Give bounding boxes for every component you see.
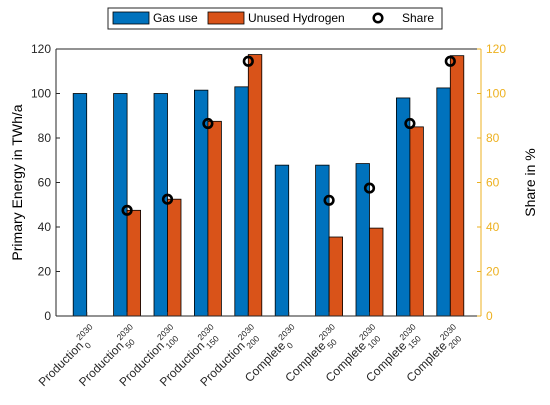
legend-swatch-unused-hydrogen (207, 11, 245, 25)
x-tick-label-superscript: 2030 (276, 322, 297, 343)
bar-gas-use (355, 163, 370, 317)
share-marker (444, 55, 456, 67)
x-tick-label-subscript: 0 (285, 340, 296, 351)
bar-unused-hydrogen (167, 198, 182, 317)
share-marker (161, 193, 174, 205)
y2-tick-label: 60 (486, 176, 500, 190)
share-marker (121, 204, 133, 216)
bars-layer (72, 54, 465, 317)
bar-gas-use (194, 89, 209, 317)
y2-axis-title: Share in % (522, 148, 538, 216)
share-marker (242, 55, 254, 67)
share-marker (404, 117, 416, 130)
legend-label-share: Share (402, 11, 434, 25)
legend: Gas use Unused Hydrogen Share (107, 7, 443, 30)
y2-tick-label: 0 (486, 309, 493, 323)
legend-label-gas-use: Gas use (153, 11, 198, 25)
bar-unused-hydrogen (247, 54, 263, 317)
bar-unused-hydrogen (328, 236, 343, 317)
y-tick-label: 80 (38, 131, 52, 145)
category-labels: Production20300Production203050Productio… (36, 322, 464, 390)
y2-tick-label: 100 (486, 87, 506, 101)
share-marker (323, 194, 335, 206)
share-marker (202, 117, 214, 130)
bar-gas-use (315, 164, 330, 317)
x-tick-label-superscript: 2030 (317, 322, 338, 343)
bar-unused-hydrogen (369, 227, 384, 317)
legend-box (107, 7, 443, 30)
x-tick-label-subscript: 0 (83, 340, 94, 351)
y-tick-label: 60 (38, 176, 52, 190)
bar-gas-use (153, 93, 168, 317)
legend-label-unused-hydrogen: Unused Hydrogen (248, 11, 345, 25)
y-tick-label: 120 (31, 42, 51, 56)
y-tick-label: 0 (44, 309, 51, 323)
y2-tick-label: 40 (486, 220, 500, 234)
y2-tick-label: 120 (486, 42, 506, 56)
bar-unused-hydrogen (409, 126, 424, 317)
bar-gas-use (436, 87, 451, 317)
y2-tick-label: 80 (486, 131, 500, 145)
bar-gas-use (113, 93, 128, 317)
share-markers-layer (121, 55, 456, 216)
bar-gas-use (395, 97, 411, 317)
bar-unused-hydrogen (449, 55, 465, 317)
bar-unused-hydrogen (207, 120, 222, 317)
y-axis-title: Primary Energy in TWh/a (9, 104, 25, 260)
x-tick-label-superscript: 2030 (74, 322, 95, 343)
bar-unused-hydrogen (126, 209, 142, 317)
y-tick-label: 40 (38, 220, 52, 234)
x-tick-label-superscript: 2030 (115, 322, 136, 343)
axes: 0 20 40 60 80 100 120 0 20 40 60 80 100 120 (31, 42, 506, 323)
bar-gas-use (234, 86, 249, 317)
y-tick-label: 20 (38, 265, 52, 279)
legend-swatch-gas-use (112, 11, 150, 25)
share-marker (363, 182, 376, 194)
bar-gas-use (72, 93, 88, 317)
bar-gas-use (274, 164, 290, 317)
legend-marker-share (372, 12, 384, 24)
y-tick-label: 100 (31, 87, 51, 101)
y2-tick-label: 20 (486, 265, 500, 279)
